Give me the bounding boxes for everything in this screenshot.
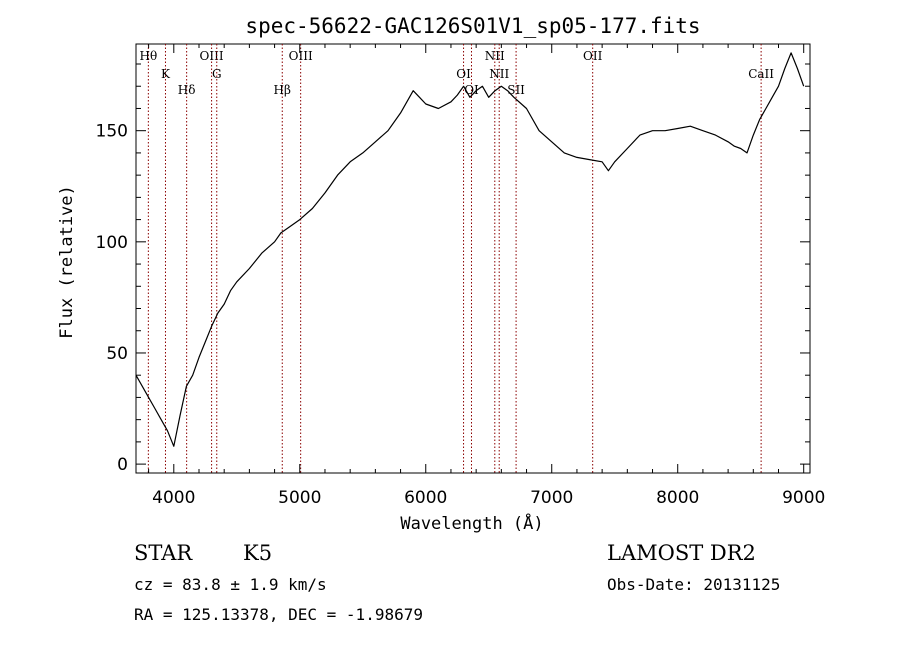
x-axis-ticks: 4000 5000 6000 7000 8000 9000 xyxy=(148,44,825,508)
chart-title: spec-56622-GAC126S01V1_sp05-177.fits xyxy=(245,14,700,38)
survey-name: LAMOST DR2 xyxy=(607,541,756,565)
x-tick-label-8000: 8000 xyxy=(656,488,699,508)
y-axis-ticks: 0 50 100 150 xyxy=(96,63,810,475)
x-tick-label-5000: 5000 xyxy=(278,488,321,508)
spectrum-line xyxy=(135,52,805,447)
line-label-6: OIII xyxy=(289,49,313,63)
line-label-13: CaII xyxy=(748,67,774,81)
object-subclass: K5 xyxy=(243,541,272,565)
x-tick-label-7000: 7000 xyxy=(530,488,573,508)
line-label-5: Hβ xyxy=(274,83,291,97)
line-label-1: K xyxy=(161,67,171,81)
line-label-7: OI xyxy=(456,67,471,81)
line-label-4: G xyxy=(212,67,222,81)
line-label-11: SII xyxy=(507,83,525,97)
spectrum-series xyxy=(135,52,805,447)
line-label-9: NII xyxy=(485,49,505,63)
line-label-10: NII xyxy=(489,67,509,81)
y-tick-label-0: 0 xyxy=(117,455,128,475)
observation-date: Obs-Date: 20131125 xyxy=(607,575,780,594)
x-axis-label: Wavelength (Å) xyxy=(400,512,543,534)
x-tick-label-6000: 6000 xyxy=(404,488,447,508)
y-tick-label-150: 150 xyxy=(96,122,128,142)
redshift-readout: cz = 83.8 ± 1.9 km/s xyxy=(134,575,327,594)
line-label-2: Hδ xyxy=(178,83,196,97)
x-tick-label-9000: 9000 xyxy=(782,488,825,508)
x-tick-label-4000: 4000 xyxy=(152,488,195,508)
line-label-0: Hθ xyxy=(139,49,157,63)
y-tick-label-100: 100 xyxy=(96,233,128,253)
y-axis-label: Flux (relative) xyxy=(57,185,77,339)
object-class: STAR xyxy=(134,541,193,565)
line-label-3: OIII xyxy=(200,49,224,63)
plot-frame xyxy=(135,43,811,474)
line-label-12: OII xyxy=(583,49,603,63)
coordinates-readout: RA = 125.13378, DEC = -1.98679 xyxy=(134,605,423,624)
y-tick-label-50: 50 xyxy=(106,344,128,364)
